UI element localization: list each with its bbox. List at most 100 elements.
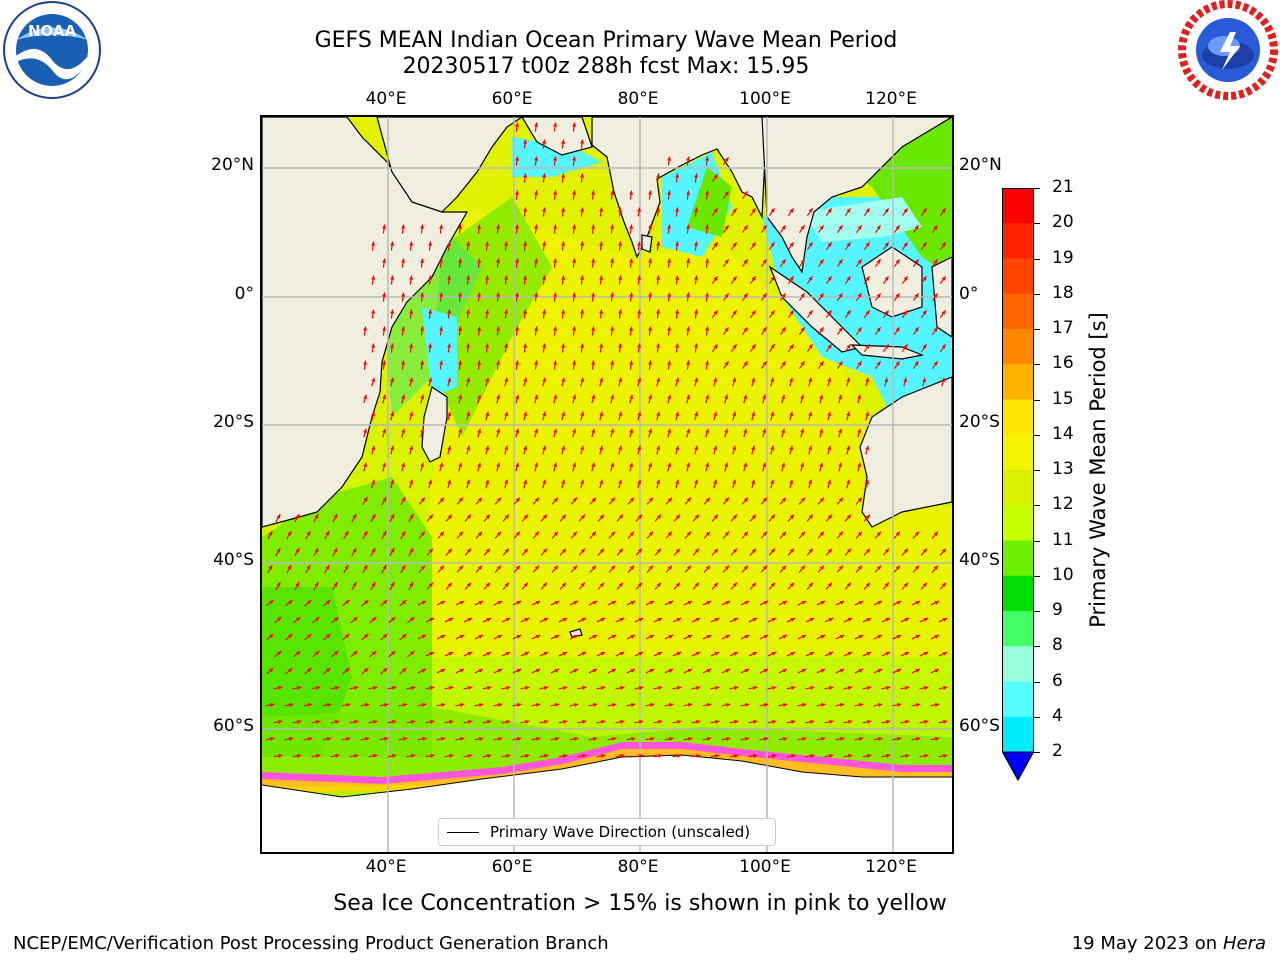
wave-arrow xyxy=(305,530,311,540)
wave-arrow xyxy=(751,445,756,455)
wave-arrow xyxy=(787,582,795,590)
wave-arrow xyxy=(705,224,710,234)
wave-arrow xyxy=(732,479,737,489)
colorbar-tick-mark xyxy=(1034,258,1040,260)
wave-arrow xyxy=(591,462,596,472)
wave-arrow xyxy=(458,224,463,234)
wave-arrow xyxy=(741,224,749,234)
wave-arrow xyxy=(363,360,368,370)
wave-arrow xyxy=(722,531,730,539)
wave-arrow xyxy=(664,600,674,606)
wave-arrow xyxy=(275,581,281,591)
wave-arrow xyxy=(599,241,604,251)
wave-arrow xyxy=(466,309,471,319)
wave-arrow xyxy=(502,582,510,590)
wave-arrow xyxy=(569,668,579,674)
wave-arrow xyxy=(458,394,463,404)
wave-arrow xyxy=(798,326,806,336)
wave-arrow xyxy=(691,651,701,657)
wave-arrow xyxy=(843,719,853,724)
wave-arrow xyxy=(653,651,663,657)
wave-arrow xyxy=(534,360,539,370)
wave-arrow xyxy=(420,462,425,472)
wave-arrow xyxy=(938,753,948,758)
wave-arrow xyxy=(740,600,750,606)
wave-arrow xyxy=(342,633,350,641)
wave-arrow xyxy=(770,411,775,421)
wave-arrow xyxy=(618,479,623,489)
wave-arrow xyxy=(779,565,787,573)
wave-arrow xyxy=(827,377,832,387)
wave-arrow xyxy=(645,600,655,606)
wave-arrow xyxy=(382,224,387,234)
wave-arrow xyxy=(615,685,625,690)
wave-arrow xyxy=(892,736,902,741)
wave-arrow xyxy=(711,241,719,251)
wave-arrow xyxy=(324,530,330,540)
wave-arrow xyxy=(504,309,509,319)
wave-arrow xyxy=(534,394,539,404)
wave-arrow xyxy=(939,548,947,556)
wave-arrow xyxy=(417,668,427,674)
wave-arrow xyxy=(825,343,833,353)
wave-arrow xyxy=(634,651,644,657)
wave-arrow xyxy=(475,497,483,505)
wave-arrow xyxy=(664,668,674,674)
wave-arrow xyxy=(656,241,661,251)
colorbar-tick-mark xyxy=(1034,293,1040,295)
wave-arrow xyxy=(912,360,920,370)
wave-arrow xyxy=(646,531,654,539)
wave-arrow xyxy=(711,548,719,556)
wave-arrow xyxy=(455,702,465,707)
wave-arrow xyxy=(523,275,528,285)
wave-arrow xyxy=(559,514,567,522)
wave-arrow xyxy=(873,668,883,674)
wave-arrow xyxy=(501,719,511,724)
wave-arrow xyxy=(455,736,465,741)
lon-label-bottom: 80°E xyxy=(617,857,659,877)
wave-arrow xyxy=(770,445,775,455)
colorbar-tick-mark xyxy=(1034,223,1040,225)
wave-arrow xyxy=(798,497,806,505)
map-panel xyxy=(260,115,954,854)
wave-arrow xyxy=(629,224,634,234)
wave-arrow xyxy=(382,258,387,268)
wave-arrow xyxy=(817,565,825,573)
wave-arrow xyxy=(294,547,300,557)
wave-arrow xyxy=(806,548,814,556)
wave-arrow xyxy=(874,531,882,539)
wave-arrow xyxy=(596,685,606,690)
wave-arrow xyxy=(439,326,444,336)
wave-arrow xyxy=(900,719,910,724)
wave-arrow xyxy=(349,719,359,724)
wave-arrow xyxy=(618,343,623,353)
wave-arrow xyxy=(447,275,452,285)
wave-arrow xyxy=(515,190,520,200)
wave-arrow xyxy=(417,736,427,741)
wave-arrow xyxy=(797,702,807,707)
wave-arrow xyxy=(694,275,699,285)
wave-arrow xyxy=(808,377,813,387)
wave-arrow xyxy=(436,668,446,674)
wave-arrow xyxy=(351,581,357,591)
wave-arrow xyxy=(882,275,890,285)
wave-arrow xyxy=(778,702,788,707)
colorbar-tick-label: 15 xyxy=(1052,388,1074,409)
wave-arrow xyxy=(768,343,776,353)
wave-arrow xyxy=(616,582,624,590)
map-legend: Primary Wave Direction (unscaled) xyxy=(438,818,776,846)
wave-arrow xyxy=(477,326,482,336)
wave-arrow xyxy=(760,565,768,573)
wave-arrow xyxy=(711,309,719,319)
wave-arrow xyxy=(504,411,509,421)
wave-arrow xyxy=(553,156,558,166)
wave-arrow xyxy=(599,343,604,353)
wave-arrow xyxy=(580,343,585,353)
wave-arrow xyxy=(615,617,625,623)
wave-arrow xyxy=(778,634,788,640)
wave-arrow xyxy=(751,411,756,421)
wave-arrow xyxy=(292,685,302,690)
wave-arrow xyxy=(673,582,681,590)
wave-arrow xyxy=(400,530,406,540)
wave-arrow xyxy=(817,360,825,370)
